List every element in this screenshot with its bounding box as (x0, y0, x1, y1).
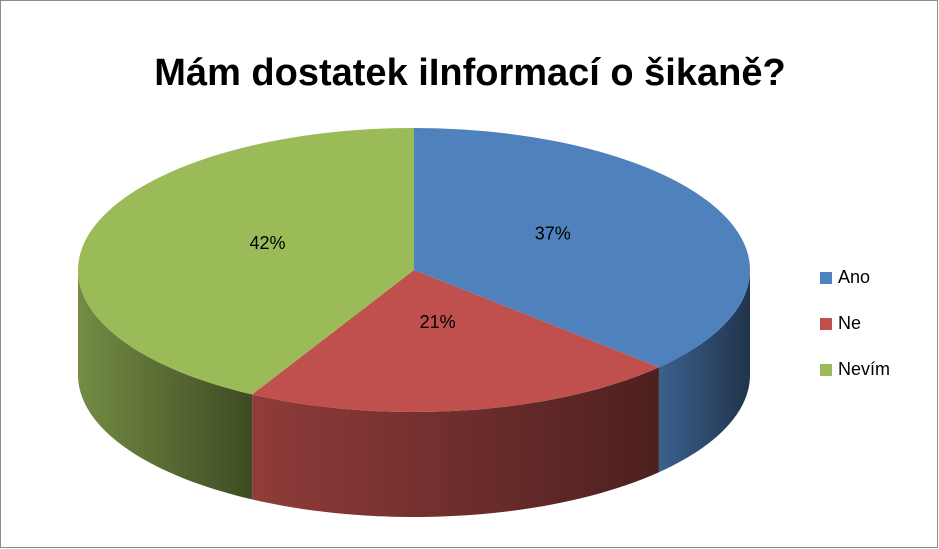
legend-label: Ne (838, 313, 861, 333)
pie-slice (78, 128, 414, 395)
legend-swatch (820, 364, 832, 376)
legend-swatch (820, 318, 832, 330)
data-label: 37% (535, 223, 571, 243)
data-label: 42% (250, 233, 286, 253)
legend-swatch (820, 272, 832, 284)
side-wall (658, 270, 750, 473)
pie-slice (252, 270, 659, 412)
chart-title: Mám dostatek iInformací o šikaně? (154, 52, 785, 94)
pie-slice (414, 128, 750, 368)
legend-label: Ano (838, 267, 870, 287)
side-wall (252, 367, 659, 517)
data-label: 21% (420, 312, 456, 332)
side-wall (78, 270, 253, 500)
legend-label: Nevím (838, 359, 890, 379)
